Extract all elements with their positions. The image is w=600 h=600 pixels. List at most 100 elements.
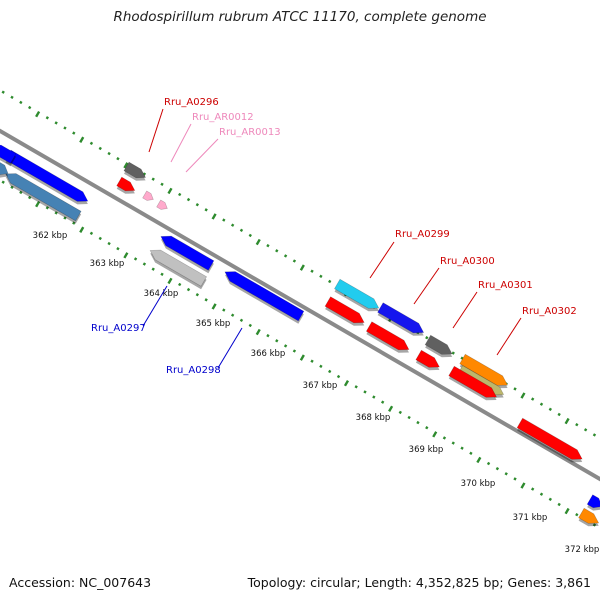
tick-dot: [54, 211, 58, 215]
tick-dot: [151, 267, 155, 271]
tick-dot: [230, 313, 235, 317]
gene-label: Rru_A0299: [395, 229, 450, 240]
tick-dot: [319, 364, 323, 369]
tick-dot: [432, 431, 438, 438]
label-leader: [185, 138, 219, 173]
tick-dot: [575, 423, 579, 427]
gene-arrow: [156, 199, 168, 210]
gene-arrow: [324, 296, 365, 324]
gene-g5: [156, 199, 168, 210]
tick-dot: [520, 392, 526, 399]
tick-dot: [178, 192, 182, 197]
tick-dot: [204, 298, 208, 302]
gene-arrow: [365, 321, 410, 351]
tick-label: 372 kbp: [565, 545, 600, 555]
gene-arrow: [160, 235, 215, 271]
tick-dot: [89, 231, 94, 236]
tick-dot: [372, 395, 376, 399]
gene-g12: [415, 349, 440, 371]
gene-arrow: [123, 161, 147, 179]
tick-dot: [531, 487, 535, 491]
tick-dot: [167, 187, 173, 195]
tick-dot: [363, 390, 367, 394]
tick-dot: [451, 441, 455, 445]
tick-dot: [107, 241, 111, 246]
gene-arrow: [516, 417, 583, 460]
tick-dot: [564, 507, 570, 515]
gene-arrow: [424, 334, 453, 355]
gene-g9: [459, 353, 508, 389]
tick-dot: [460, 356, 464, 360]
tick-dot: [72, 221, 76, 225]
tick-dot: [486, 461, 491, 466]
tick-dot: [310, 359, 314, 363]
tick-dot: [107, 151, 111, 156]
tick-label: 366 kbp: [251, 349, 286, 359]
tick-dot: [211, 303, 217, 310]
tick-dot: [28, 105, 32, 110]
tick-dot: [239, 318, 244, 322]
label-leader: [369, 241, 395, 279]
tick-label: 362 kbp: [33, 231, 68, 241]
tick-dot: [266, 333, 270, 338]
tick-dot: [336, 374, 341, 379]
tick-dot: [123, 252, 129, 259]
gene-g11: [365, 321, 410, 353]
gene-arrow: [142, 190, 154, 201]
tick-dot: [211, 213, 217, 220]
tick-dot: [45, 206, 49, 210]
tick-dot: [354, 385, 358, 389]
tick-dot: [35, 110, 41, 118]
tick-dot: [398, 410, 402, 415]
tick-dot: [416, 420, 420, 425]
tick-dot: [520, 482, 526, 489]
tick-dot: [292, 349, 297, 353]
tick-dot: [89, 141, 94, 146]
inner-tick-ring: [1, 180, 597, 527]
tick-label: 371 kbp: [513, 513, 548, 523]
tick-dot: [1, 180, 5, 184]
tick-label: 370 kbp: [461, 479, 496, 489]
tick-dot: [63, 126, 67, 130]
tick-label: 363 kbp: [90, 259, 125, 269]
gene-g20: [160, 235, 215, 274]
label-leader: [452, 291, 478, 329]
tick-dot: [388, 405, 394, 412]
tick-label: 367 kbp: [303, 381, 338, 391]
gene-g22: [224, 271, 305, 324]
gene-g16: [586, 494, 600, 511]
tick-label: 364 kbp: [144, 289, 179, 299]
tick-dot: [476, 456, 482, 464]
tick-labels: 362 kbp 363 kbp 364 kbp 365 kbp 366 kbp 367 k…: [33, 231, 600, 555]
gene-g19: [5, 173, 82, 224]
tick-dot: [531, 397, 535, 401]
gene-label: Rru_A0296: [164, 97, 219, 108]
tick-dot: [98, 236, 102, 241]
tick-dot: [266, 243, 270, 248]
gene-arrows: [0, 144, 600, 527]
gene-arrow: [334, 278, 380, 309]
genome-title: Rhodospirillum rubrum ATCC 11170, comple…: [113, 9, 487, 25]
tick-dot: [442, 436, 447, 440]
tick-dot: [230, 223, 235, 227]
tick-dot: [328, 369, 332, 374]
tick-dot: [275, 339, 279, 343]
tick-dot: [186, 197, 191, 202]
tick-dot: [275, 249, 279, 253]
tick-dot: [310, 269, 314, 273]
tick-dot: [167, 277, 173, 285]
gene-arrow: [0, 161, 9, 176]
tick-dot: [222, 308, 226, 312]
label-leader: [148, 108, 164, 153]
label-leader: [217, 327, 243, 369]
tick-dot: [583, 428, 588, 432]
gene-label: Rru_A0298: [166, 365, 221, 376]
tick-dot: [495, 466, 500, 471]
tick-dot: [283, 254, 288, 258]
gene-g17: [578, 507, 600, 527]
tick-dot: [79, 226, 85, 233]
gene-arrow: [116, 176, 136, 192]
tick-dot: [425, 336, 429, 340]
tick-dot: [255, 238, 261, 246]
